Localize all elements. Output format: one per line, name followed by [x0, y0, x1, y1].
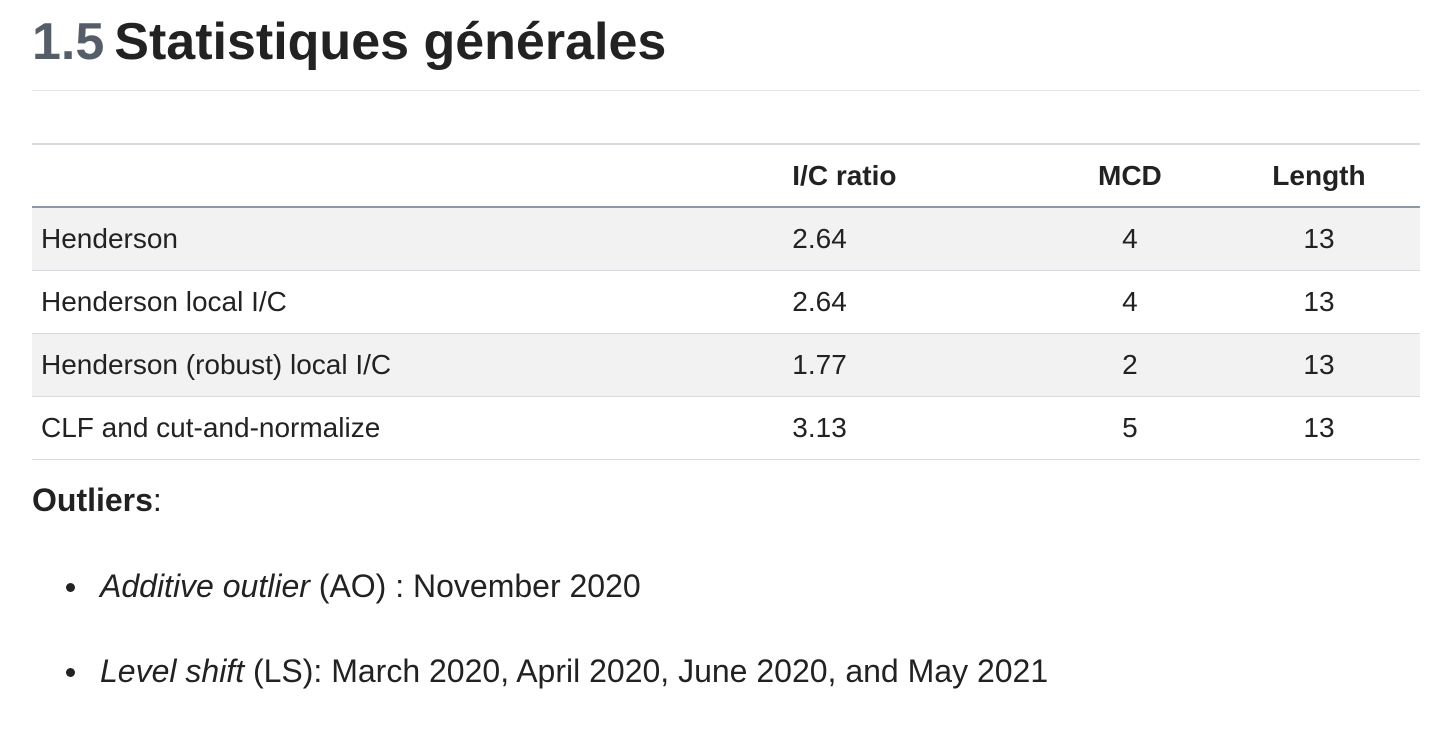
outliers-heading: Outliers: [32, 480, 162, 520]
section-heading: 1.5 Statistiques générales [32, 10, 666, 74]
cell-length: 13 [1303, 348, 1335, 380]
header-cell-name [32, 144, 783, 207]
cell-length: 13 [1303, 285, 1335, 317]
cell-ic-ratio: 2.64 [792, 285, 847, 317]
cell-ic-ratio: 2.64 [792, 222, 847, 254]
cell-ic-ratio: 3.13 [792, 411, 847, 443]
cell-name: Henderson [41, 222, 178, 254]
outliers-list: Additive outlier (AO) : November 2020 Le… [32, 560, 1048, 730]
cell-name: Henderson (robust) local I/C [41, 348, 392, 380]
table-body: Henderson 2.64 4 13 Henderson local I/C … [32, 207, 1420, 459]
section-number: 1.5 [32, 13, 105, 71]
bullet-icon [66, 583, 75, 592]
cell-ic-ratio: 1.77 [792, 348, 847, 380]
header-cell-ic-ratio: I/C ratio [792, 159, 897, 191]
header-cell-mcd: MCD [1098, 159, 1162, 191]
cell-mcd: 5 [1122, 411, 1138, 443]
outliers-colon: : [152, 482, 162, 518]
outlier-term: Additive outlier [100, 568, 310, 604]
cell-name: Henderson local I/C [41, 285, 287, 317]
list-item: Additive outlier (AO) : November 2020 [32, 560, 1048, 612]
table-row: CLF and cut-and-normalize 3.13 5 13 [32, 396, 1420, 459]
bullet-icon [66, 668, 75, 677]
table-row: Henderson local I/C 2.64 4 13 [32, 270, 1420, 333]
cell-mcd: 2 [1122, 348, 1138, 380]
table-header: I/C ratio MCD Length [32, 144, 1420, 207]
outliers-label: Outliers [32, 482, 153, 518]
table-row: Henderson (robust) local I/C 1.77 2 13 [32, 333, 1420, 396]
table-row: Henderson 2.64 4 13 [32, 207, 1420, 270]
statistics-table: I/C ratio MCD Length Henderson 2.64 4 13… [32, 143, 1420, 460]
outlier-description: (AO) : November 2020 [309, 568, 641, 604]
outlier-term: Level shift [100, 653, 245, 689]
cell-mcd: 4 [1122, 285, 1138, 317]
outlier-description: (LS): March 2020, April 2020, June 2020,… [244, 653, 1049, 689]
cell-name: CLF and cut-and-normalize [41, 411, 381, 443]
heading-divider [32, 90, 1420, 91]
cell-length: 13 [1303, 411, 1335, 443]
section-title: Statistiques générales [114, 13, 667, 71]
cell-length: 13 [1303, 222, 1335, 254]
table-header-row: I/C ratio MCD Length [32, 144, 1420, 207]
list-item: Level shift (LS): March 2020, April 2020… [32, 645, 1048, 697]
header-cell-length: Length [1272, 159, 1366, 191]
cell-mcd: 4 [1122, 222, 1138, 254]
